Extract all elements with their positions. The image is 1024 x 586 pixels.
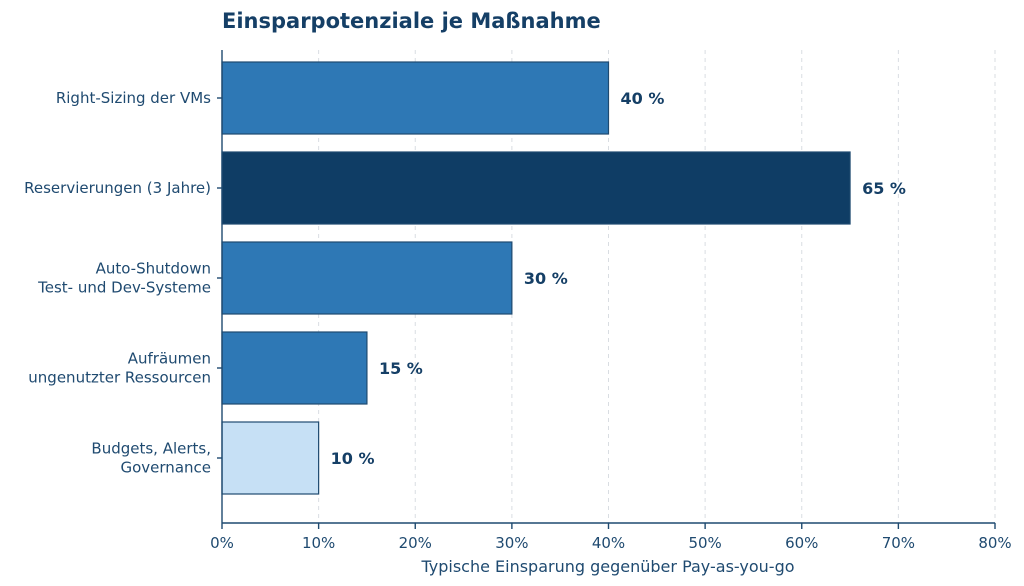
bars [221, 61, 851, 495]
x-axis-label: Typische Einsparung gegenüber Pay-as-you… [420, 557, 794, 576]
category-label: Aufräumen [128, 350, 211, 368]
data-label: 30 % [524, 269, 568, 288]
data-label: 65 % [862, 179, 906, 198]
category-label: Governance [121, 459, 212, 477]
bar [221, 331, 368, 405]
data-label: 10 % [331, 449, 375, 468]
x-tick-label: 60% [785, 534, 818, 552]
data-label: 40 % [621, 89, 665, 108]
x-tick-label: 50% [688, 534, 721, 552]
x-tick-label: 10% [302, 534, 335, 552]
bar [221, 241, 513, 315]
category-labels: Right-Sizing der VMs Reservierungen (3 Ja… [24, 89, 211, 477]
category-label: Test- und Dev-Systeme [37, 279, 211, 297]
category-label: Reservierungen (3 Jahre) [24, 179, 211, 197]
data-label: 15 % [379, 359, 423, 378]
x-tick-label: 70% [882, 534, 915, 552]
value-labels: 40 % 65 % 30 % 15 % 10 % [331, 89, 906, 468]
bar [221, 421, 320, 495]
category-label: Auto-Shutdown [96, 260, 211, 278]
x-tick-label: 30% [495, 534, 528, 552]
x-tick-label: 20% [399, 534, 432, 552]
bar [221, 151, 851, 225]
chart-title: Einsparpotenziale je Maßnahme [222, 9, 601, 33]
x-tick-label: 0% [210, 534, 234, 552]
category-label: Budgets, Alerts, [91, 440, 211, 458]
category-label: ungenutzter Ressourcen [28, 369, 211, 387]
x-axis-ticks: 0% 10% 20% 30% 40% 50% 60% 70% 80% [210, 97, 1012, 552]
x-tick-label: 40% [592, 534, 625, 552]
bar [221, 61, 610, 135]
category-label: Right-Sizing der VMs [56, 89, 211, 107]
x-tick-label: 80% [978, 534, 1011, 552]
